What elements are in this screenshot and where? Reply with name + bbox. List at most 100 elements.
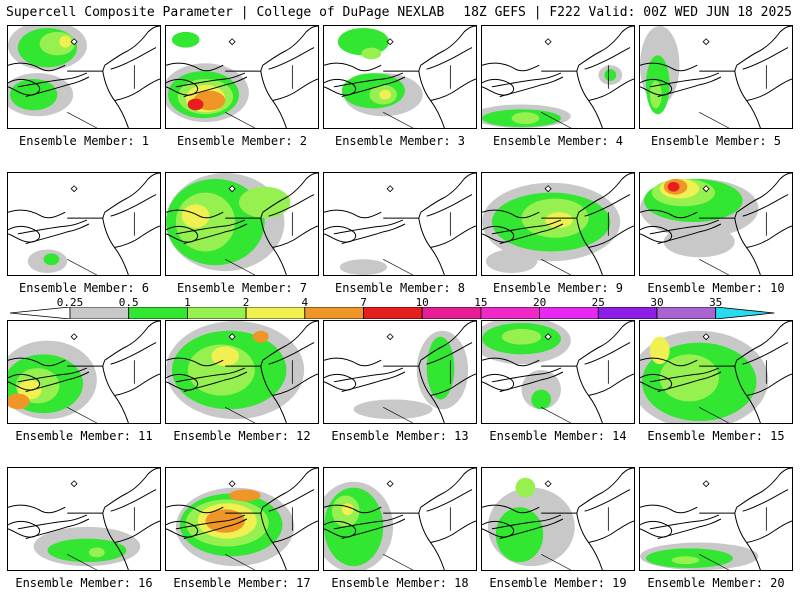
scp-contour [8,393,30,410]
ensemble-member-map [639,25,793,129]
ensemble-member-map [481,320,635,424]
map-canvas [640,468,792,570]
colorbar-segment [539,307,599,319]
colorbar-segment [245,307,306,319]
map-canvas [640,26,792,128]
ensemble-member-map [7,172,161,276]
map-canvas [166,468,318,570]
map-canvas [640,321,792,423]
scp-contour [361,47,382,60]
scp-contour [495,507,544,563]
ensemble-member-label: Ensemble Member: 5 [650,134,782,148]
ensemble-member-map [481,25,635,129]
scp-contour [667,181,680,192]
scp-contour [59,35,72,48]
map-canvas [8,468,160,570]
scp-contour [501,328,542,345]
colorbar-segment [363,307,423,319]
colorbar-segment [186,307,247,319]
ensemble-member-label: Ensemble Member: 11 [15,429,153,443]
scp-contour [187,98,204,111]
colorbar-tick-label: 20 [532,296,547,309]
scp-contour [426,336,455,400]
map-canvas [166,321,318,423]
scp-contour [211,346,240,367]
colorbar-segment [421,307,482,319]
map-canvas [482,26,634,128]
scp-contour [604,69,617,81]
ensemble-member-label: Ensemble Member: 8 [334,281,466,295]
ensemble-member-map [7,320,161,424]
ensemble-member-map [165,25,319,129]
ensemble-member-map [7,25,161,129]
model-valid-time: 18Z GEFS | F222 Valid: 00Z WED JUN 18 20… [463,5,792,20]
scp-contour [485,249,538,274]
ensemble-member-map [639,467,793,571]
colorbar-tick-label: 2 [242,296,250,309]
ensemble-member-label: Ensemble Member: 9 [492,281,624,295]
scp-contour [171,31,200,48]
ensemble-member-map [639,320,793,424]
map-canvas [8,321,160,423]
colorbar-segment [656,307,717,319]
map-canvas [324,321,476,423]
map-canvas [482,468,634,570]
scp-contour [511,112,540,125]
scp-contour [339,259,388,275]
ensemble-member-map [165,320,319,424]
scp-contour [341,503,354,516]
colorbar-tick-label: 4 [301,296,309,309]
map-canvas [324,173,476,275]
ensemble-member-map [7,467,161,571]
scp-contour [181,204,210,228]
colorbar-tick-label: 0.5 [118,296,139,309]
ensemble-member-map [323,172,477,276]
ensemble-member-label: Ensemble Member: 16 [15,576,153,590]
map-canvas [640,173,792,275]
colorbar-tick-label: 25 [591,296,605,309]
map-canvas [8,26,160,128]
colorbar-tick-label: 0.25 [56,296,84,309]
colorbar-tick-label: 10 [415,296,429,309]
map-canvas [482,321,634,423]
map-canvas [324,26,476,128]
color-scale-bar [10,307,775,319]
scp-contour [671,556,700,565]
ensemble-member-label: Ensemble Member: 18 [331,576,469,590]
colorbar-segment [597,307,658,319]
scp-contour [531,389,552,410]
ensemble-member-map [481,172,635,276]
ensemble-member-label: Ensemble Member: 17 [173,576,311,590]
ensemble-member-map [165,172,319,276]
scp-contour [88,547,105,558]
ensemble-member-label: Ensemble Member: 13 [331,429,469,443]
ensemble-member-map [323,467,477,571]
colorbar-tick-label: 15 [474,296,488,309]
ensemble-member-label: Ensemble Member: 3 [334,134,466,148]
map-canvas [482,173,634,275]
colorbar-segment [304,307,364,319]
ensemble-member-map [639,172,793,276]
scp-contour [43,253,60,266]
ensemble-member-label: Ensemble Member: 10 [647,281,785,295]
map-canvas [324,468,476,570]
colorbar-tick-label: 30 [650,296,664,309]
scp-contour [663,225,735,258]
scp-contour [239,186,291,219]
scp-contour [649,336,670,365]
map-canvas [166,26,318,128]
ensemble-member-label: Ensemble Member: 20 [647,576,785,590]
ensemble-member-label: Ensemble Member: 12 [173,429,311,443]
ensemble-member-label: Ensemble Member: 4 [492,134,624,148]
ensemble-member-label: Ensemble Member: 1 [18,134,150,148]
colorbar-tick-label: 7 [360,296,367,309]
scp-contour [521,370,561,410]
scp-contour [229,489,261,502]
ensemble-member-label: Ensemble Member: 6 [18,281,150,295]
map-canvas [166,173,318,275]
scp-contour [649,80,662,109]
ensemble-member-label: Ensemble Member: 7 [176,281,308,295]
map-title: Supercell Composite Parameter | College … [6,5,445,20]
ensemble-member-label: Ensemble Member: 14 [489,429,627,443]
scp-contour [515,477,536,498]
